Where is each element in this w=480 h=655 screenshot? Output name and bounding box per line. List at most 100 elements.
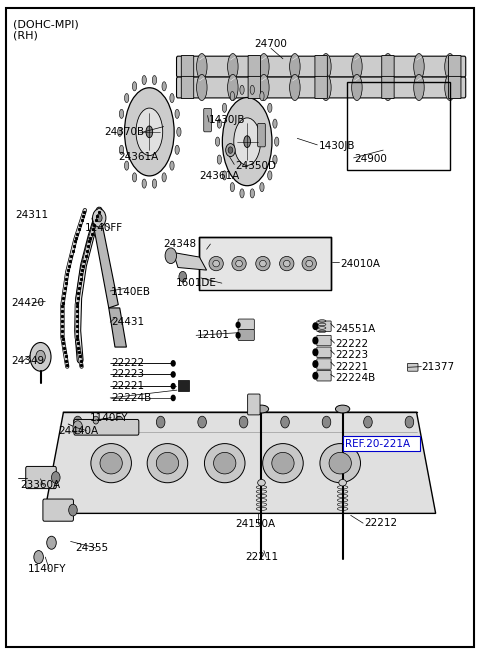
Ellipse shape: [259, 54, 269, 80]
FancyBboxPatch shape: [317, 359, 331, 369]
Ellipse shape: [234, 118, 261, 165]
Ellipse shape: [250, 85, 254, 94]
Ellipse shape: [259, 75, 269, 100]
Ellipse shape: [232, 256, 246, 271]
Circle shape: [165, 248, 177, 263]
FancyBboxPatch shape: [448, 77, 461, 98]
Text: 24355: 24355: [75, 543, 108, 553]
Text: 24350D: 24350D: [235, 160, 276, 171]
Text: 1140EB: 1140EB: [111, 287, 151, 297]
Ellipse shape: [162, 173, 166, 182]
Text: 24431: 24431: [111, 317, 144, 328]
Text: 22222: 22222: [336, 339, 369, 349]
Ellipse shape: [254, 405, 269, 413]
Polygon shape: [173, 252, 206, 270]
Text: 23360A: 23360A: [21, 480, 60, 491]
Ellipse shape: [152, 179, 156, 188]
Ellipse shape: [414, 54, 424, 80]
Text: 22224B: 22224B: [336, 373, 376, 383]
Circle shape: [34, 551, 43, 563]
Ellipse shape: [156, 453, 179, 474]
Circle shape: [313, 323, 318, 329]
FancyBboxPatch shape: [74, 419, 139, 435]
Ellipse shape: [260, 183, 264, 192]
Ellipse shape: [216, 137, 220, 146]
Bar: [178, 380, 190, 392]
Circle shape: [73, 416, 82, 428]
FancyBboxPatch shape: [382, 77, 394, 98]
Circle shape: [171, 396, 175, 401]
Ellipse shape: [263, 443, 303, 483]
Text: 24349: 24349: [11, 356, 44, 366]
Circle shape: [405, 416, 414, 428]
FancyBboxPatch shape: [238, 319, 254, 330]
Text: 1430JB: 1430JB: [209, 115, 245, 125]
Text: 24361A: 24361A: [118, 151, 158, 162]
FancyBboxPatch shape: [177, 56, 466, 77]
Text: 24010A: 24010A: [340, 259, 380, 269]
Ellipse shape: [197, 75, 207, 100]
Text: 24440A: 24440A: [59, 426, 99, 436]
Circle shape: [51, 472, 60, 483]
FancyBboxPatch shape: [343, 436, 420, 451]
Ellipse shape: [273, 155, 277, 164]
Ellipse shape: [142, 179, 146, 188]
Circle shape: [313, 337, 318, 344]
FancyBboxPatch shape: [317, 371, 331, 381]
Ellipse shape: [132, 82, 137, 91]
Text: 24900: 24900: [355, 154, 387, 164]
FancyBboxPatch shape: [448, 56, 461, 78]
Text: 1140FF: 1140FF: [85, 223, 123, 233]
Ellipse shape: [268, 171, 272, 180]
Ellipse shape: [222, 103, 227, 113]
Ellipse shape: [244, 136, 251, 147]
Polygon shape: [44, 412, 436, 514]
Ellipse shape: [329, 453, 351, 474]
Ellipse shape: [136, 108, 163, 156]
FancyBboxPatch shape: [382, 56, 394, 78]
Ellipse shape: [240, 85, 244, 94]
FancyBboxPatch shape: [317, 335, 331, 346]
Text: REF.20-221A: REF.20-221A: [345, 439, 410, 449]
Circle shape: [69, 504, 77, 516]
Text: 1140FY: 1140FY: [90, 413, 128, 422]
FancyBboxPatch shape: [181, 77, 194, 98]
Ellipse shape: [352, 75, 362, 100]
Ellipse shape: [120, 109, 124, 119]
Ellipse shape: [236, 260, 242, 267]
Circle shape: [171, 384, 175, 389]
Polygon shape: [109, 308, 126, 347]
FancyBboxPatch shape: [315, 77, 327, 98]
Ellipse shape: [170, 94, 174, 103]
Ellipse shape: [132, 173, 137, 182]
Text: 12101: 12101: [197, 330, 230, 341]
Ellipse shape: [260, 260, 266, 267]
Text: 1601DE: 1601DE: [176, 278, 216, 288]
Ellipse shape: [268, 103, 272, 113]
Circle shape: [281, 416, 289, 428]
Ellipse shape: [175, 109, 179, 119]
FancyBboxPatch shape: [248, 56, 261, 78]
Circle shape: [171, 372, 175, 377]
Ellipse shape: [142, 75, 146, 84]
Ellipse shape: [230, 183, 235, 192]
Text: 21377: 21377: [421, 362, 455, 371]
Text: 24551A: 24551A: [336, 324, 376, 334]
Ellipse shape: [280, 256, 294, 271]
Circle shape: [236, 322, 240, 328]
Circle shape: [93, 209, 106, 227]
Circle shape: [313, 373, 318, 379]
Circle shape: [93, 416, 99, 424]
Circle shape: [156, 416, 165, 428]
Ellipse shape: [214, 453, 236, 474]
FancyBboxPatch shape: [317, 321, 331, 331]
Ellipse shape: [320, 443, 360, 483]
FancyBboxPatch shape: [26, 466, 56, 489]
Text: 22212: 22212: [364, 518, 397, 528]
Ellipse shape: [445, 75, 455, 100]
Ellipse shape: [124, 88, 174, 176]
Ellipse shape: [289, 54, 300, 80]
Text: 24311: 24311: [16, 210, 49, 220]
Ellipse shape: [118, 127, 122, 136]
Text: (RH): (RH): [13, 31, 38, 41]
